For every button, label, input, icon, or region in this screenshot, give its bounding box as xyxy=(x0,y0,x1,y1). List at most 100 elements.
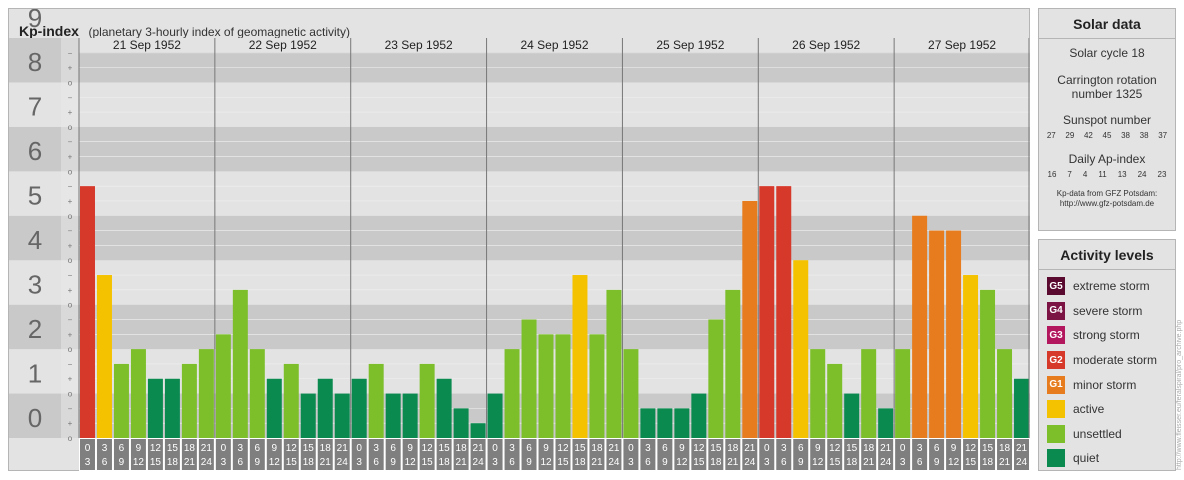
hour-end: 3 xyxy=(900,457,906,468)
legend-label: minor storm xyxy=(1073,377,1137,392)
hour-cell xyxy=(181,439,197,470)
chart-title-row: Kp-index (planetary 3-hourly index of ge… xyxy=(19,23,350,39)
hour-cell xyxy=(385,439,401,470)
hour-end: 21 xyxy=(999,457,1011,468)
hour-cell xyxy=(1014,439,1029,470)
hour-start: 21 xyxy=(1016,443,1028,454)
hour-cell xyxy=(283,439,299,470)
hour-cell xyxy=(606,439,622,470)
y-tick-3: 3 xyxy=(28,269,42,299)
hour-start: 15 xyxy=(303,443,315,454)
y-tick-9: 9 xyxy=(28,9,42,33)
hour-cell xyxy=(997,439,1013,470)
hour-start: 6 xyxy=(934,443,940,454)
hour-cell xyxy=(215,439,231,470)
hour-start: 3 xyxy=(509,443,515,454)
minor-tick-column xyxy=(61,38,79,438)
kp-bar xyxy=(181,363,197,438)
hour-start: 18 xyxy=(456,443,468,454)
hour-cell xyxy=(249,439,265,470)
y-tick-5: 5 xyxy=(28,181,42,211)
legend-swatch xyxy=(1047,449,1065,468)
hour-start: 6 xyxy=(526,443,532,454)
hour-start: 15 xyxy=(439,443,451,454)
sunspot-values: 27 29 42 45 38 38 37 xyxy=(1039,127,1175,140)
hour-end: 3 xyxy=(492,457,498,468)
hour-cell xyxy=(113,439,129,470)
minor-tick: o xyxy=(68,256,73,265)
chart-title: Kp-index xyxy=(19,23,79,39)
hour-start: 18 xyxy=(184,443,196,454)
hour-end: 9 xyxy=(526,457,532,468)
hour-start: 6 xyxy=(255,443,261,454)
minor-tick: + xyxy=(68,108,73,117)
ap-value-2: 7 xyxy=(1067,170,1072,179)
hour-end: 6 xyxy=(238,457,244,468)
hour-start: 0 xyxy=(900,443,906,454)
data-source-link[interactable]: http://www.gfz-potsdam.de xyxy=(1059,199,1155,208)
hour-start: 21 xyxy=(880,443,892,454)
hour-end: 18 xyxy=(982,457,994,468)
ap-value-7: 23 xyxy=(1157,170,1167,179)
hour-end: 21 xyxy=(320,457,332,468)
kp-bar xyxy=(946,230,962,438)
hour-cell xyxy=(691,439,707,470)
minor-tick: − xyxy=(68,360,73,369)
kp-bar xyxy=(538,334,554,438)
kp-bar xyxy=(164,378,180,438)
hour-end: 3 xyxy=(764,457,770,468)
hour-start: 12 xyxy=(286,443,298,454)
hour-end: 9 xyxy=(798,457,804,468)
kp-chart-panel: Kp-index (planetary 3-hourly index of ge… xyxy=(8,8,1030,472)
hour-start: 21 xyxy=(608,443,620,454)
kp-bar xyxy=(912,215,928,438)
minor-tick: + xyxy=(68,375,73,384)
hour-cell xyxy=(861,439,877,470)
hour-cell xyxy=(317,439,333,470)
legend-label: strong storm xyxy=(1073,328,1140,343)
hour-end: 15 xyxy=(286,457,298,468)
hour-end: 6 xyxy=(645,457,651,468)
hour-start: 0 xyxy=(221,443,227,454)
minor-tick: + xyxy=(68,286,73,295)
hour-end: 18 xyxy=(303,457,315,468)
hour-cell xyxy=(436,439,452,470)
hour-end: 18 xyxy=(167,457,179,468)
sunspot-value-5: 38 xyxy=(1121,131,1130,140)
kp-bar xyxy=(589,334,605,438)
hour-start: 9 xyxy=(951,443,957,454)
hour-start: 15 xyxy=(167,443,179,454)
hour-cell xyxy=(674,439,690,470)
hour-end: 24 xyxy=(1016,457,1028,468)
band-3 xyxy=(9,260,1030,305)
kp-bar xyxy=(674,408,690,438)
chart-subtitle: (planetary 3-hourly index of geomagnetic… xyxy=(88,25,350,39)
kp-bar xyxy=(691,393,707,438)
sunspot-value-6: 38 xyxy=(1139,131,1149,140)
sunspot-value-3: 42 xyxy=(1083,131,1093,140)
legend-item-unsettled: unsettled xyxy=(1039,422,1175,447)
minor-tick: − xyxy=(68,182,73,191)
kp-bar xyxy=(657,408,673,438)
kp-bar xyxy=(436,378,452,438)
hour-start: 21 xyxy=(201,443,213,454)
hour-cell xyxy=(895,439,911,470)
hour-cell xyxy=(368,439,384,470)
kp-bar xyxy=(198,349,214,438)
hour-cell xyxy=(453,439,469,470)
day-label: 24 Sep 1952 xyxy=(520,38,588,52)
kp-bar xyxy=(844,393,860,438)
hour-cell xyxy=(419,439,435,470)
hour-end: 18 xyxy=(846,457,858,468)
hour-start: 3 xyxy=(781,443,787,454)
legend-swatch xyxy=(1047,400,1065,419)
minor-tick: + xyxy=(68,153,73,162)
hour-start: 12 xyxy=(693,443,705,454)
legend-item-active: active xyxy=(1039,397,1175,422)
hour-start: 9 xyxy=(679,443,685,454)
kp-bar xyxy=(300,393,316,438)
band-7 xyxy=(9,82,1030,127)
hour-end: 3 xyxy=(356,457,362,468)
hour-end: 24 xyxy=(201,457,213,468)
hour-end: 3 xyxy=(628,457,634,468)
